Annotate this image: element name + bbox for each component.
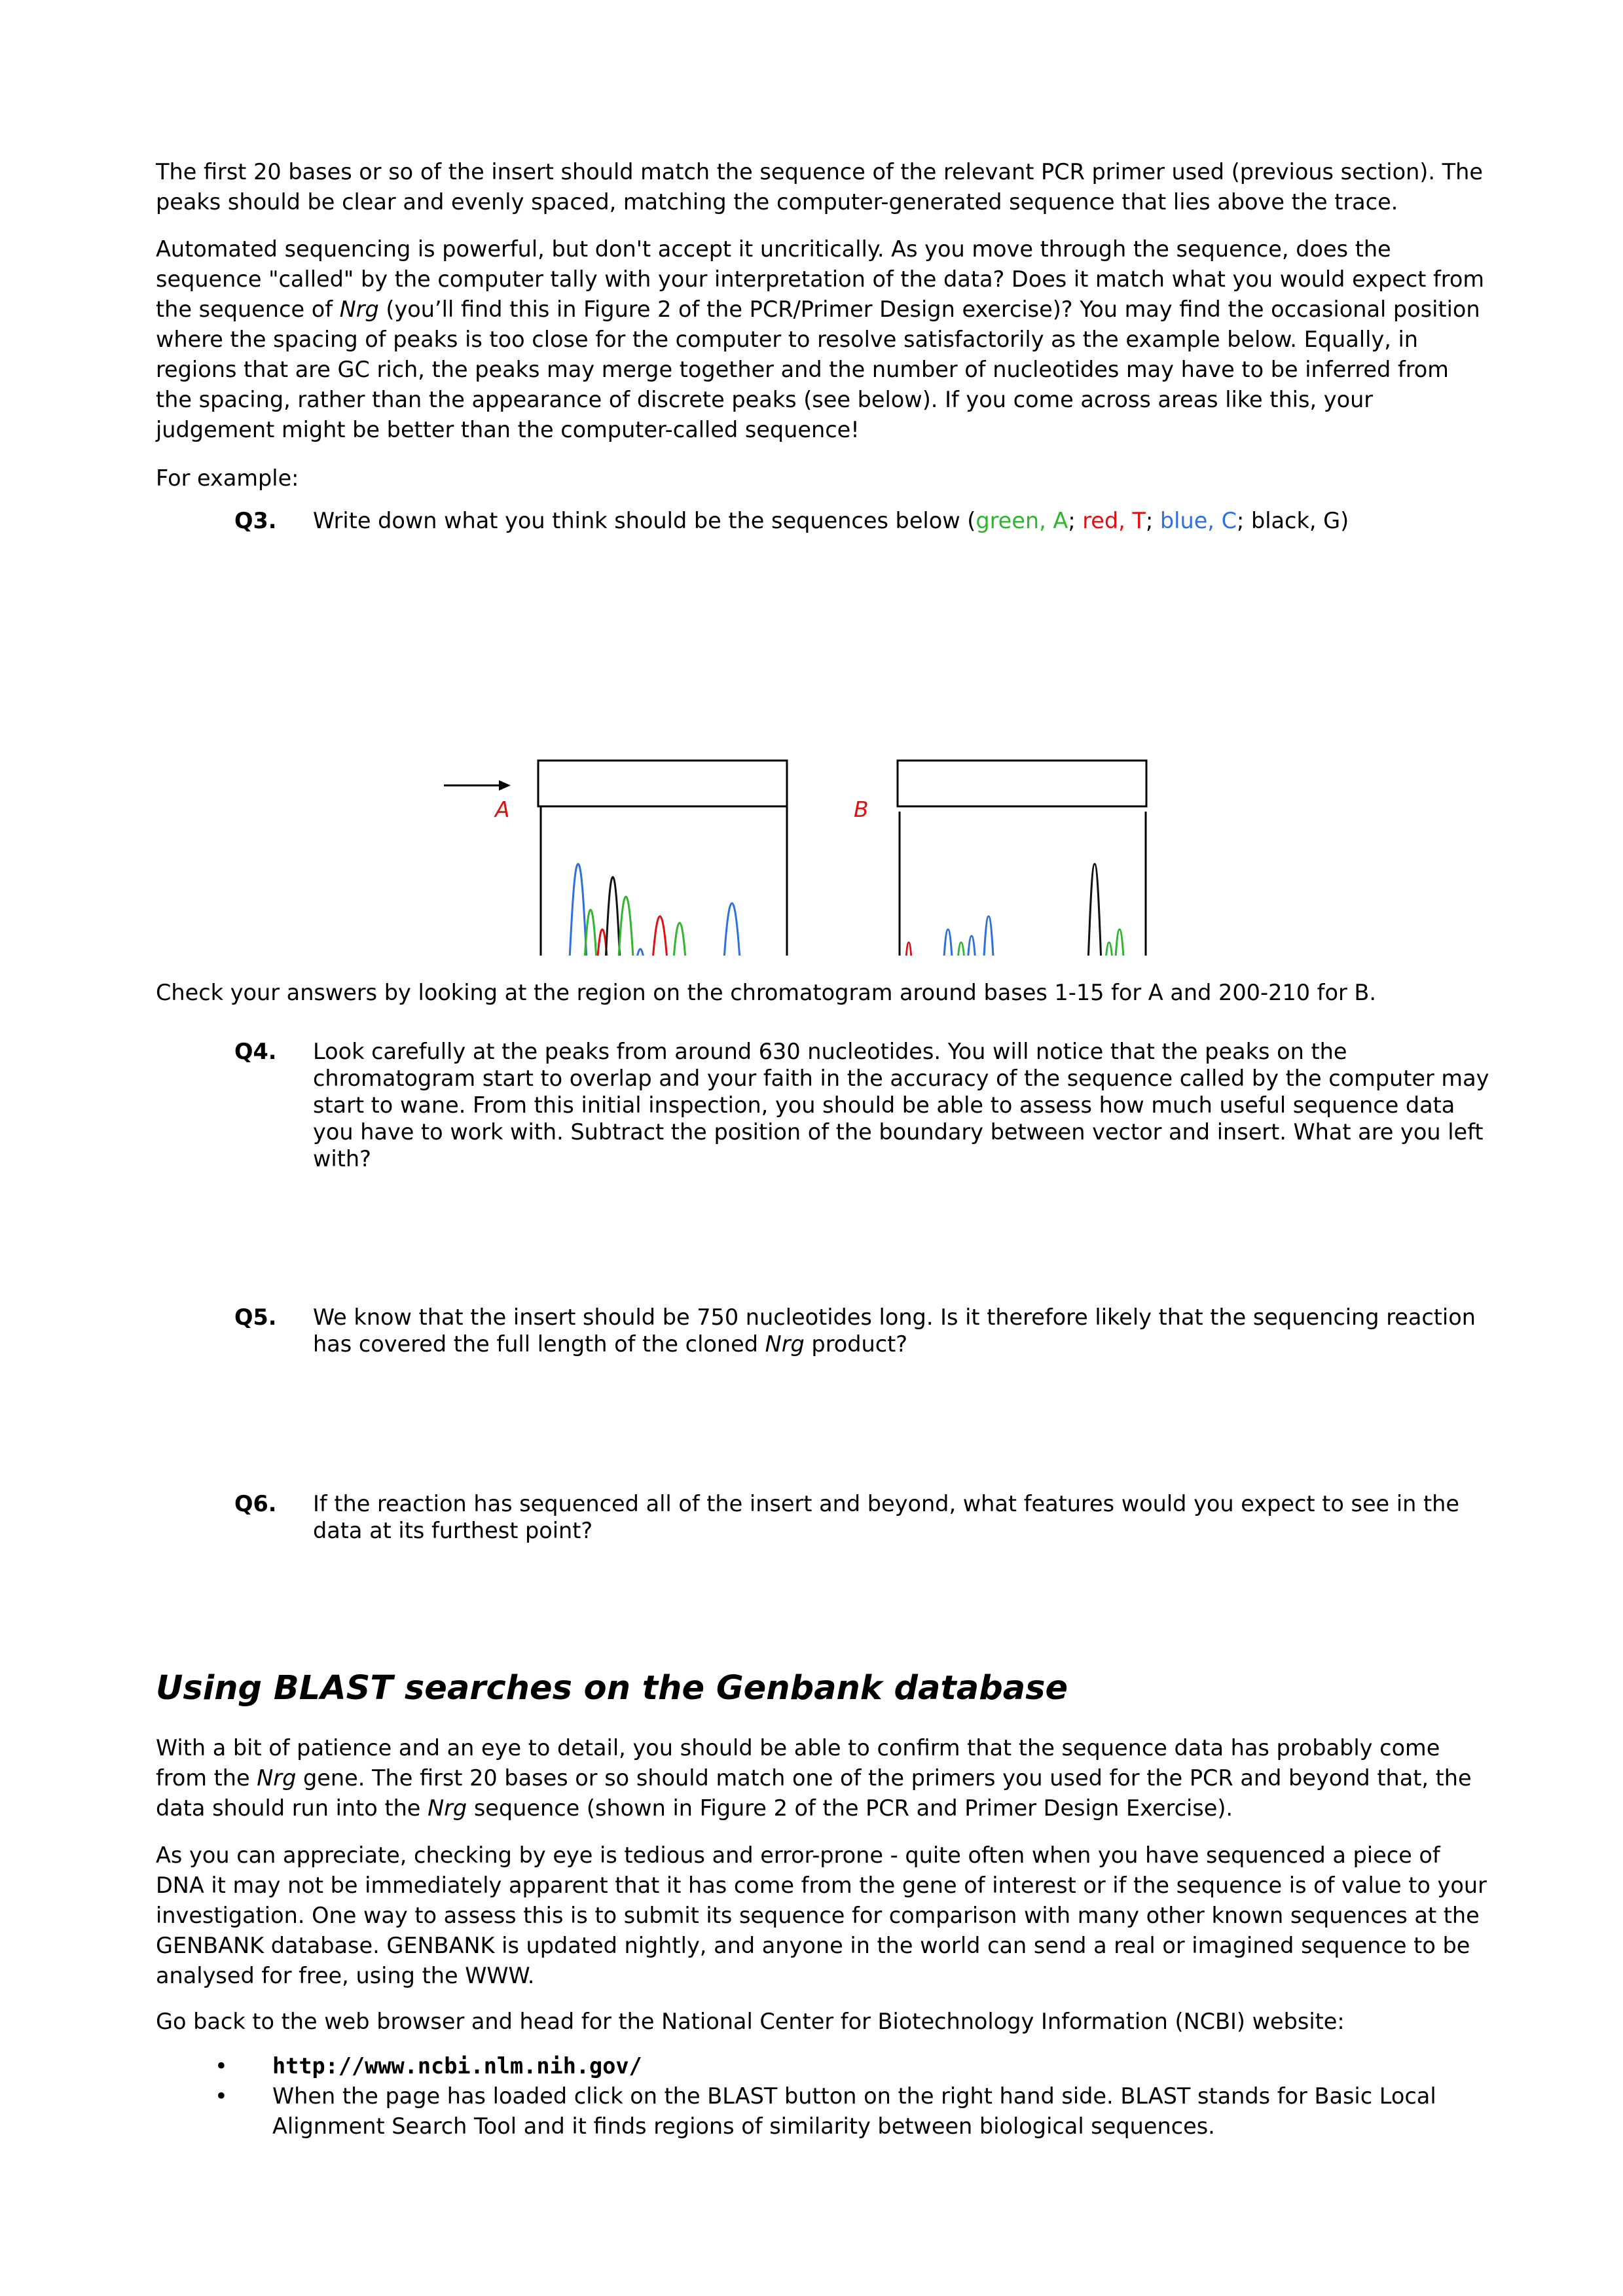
bullet-icon: • [215,2083,228,2109]
trace-b-peak [1114,928,1125,956]
question-text: Write down what you think should be the … [313,508,1349,533]
trace-a-peak [636,948,644,956]
panel-b [896,759,1148,956]
question-number: Q3. [234,508,277,533]
trace-frame-a [539,805,788,956]
answer-box-b [896,759,1148,808]
blast-paragraph-3: Go back to the web browser and head for … [156,2009,1345,2034]
chromatogram-figure: A B [444,759,1148,956]
intro-paragraph-2: Automated sequencing is powerful, but do… [156,236,1484,442]
panel-b-label: B [854,797,869,822]
trace-b-peak [943,928,953,956]
list-item: • When the page has loaded click on the B… [156,2081,1491,2142]
question-number: Q5. [234,1304,277,1330]
trace-a-peak [583,908,598,956]
trace-b-peak [983,915,994,956]
trace-b-frame [898,812,1147,956]
blast-paragraph-2: As you can appreciate, checking by eye i… [156,1842,1487,1988]
trace-a-peak [617,895,634,956]
trace-a-peak [723,902,741,956]
legend-g: black, G [1250,508,1341,533]
bullet-list: • http://www.ncbi.nlm.nih.gov/ • When the … [156,2051,1491,2142]
legend-a: green, A [976,508,1068,533]
arrow-icon [444,780,511,791]
list-item: • http://www.ncbi.nlm.nih.gov/ [156,2051,1491,2081]
ncbi-link[interactable]: http://www.ncbi.nlm.nih.gov/ [272,2053,642,2079]
bullet-icon: • [215,2053,228,2079]
trace-b [898,812,1147,956]
trace-a-peak [568,863,588,956]
trace-b-peak [957,941,965,956]
question-text: Look carefully at the peaks from around … [313,1039,1489,1172]
trace-b-peak [905,941,913,956]
intro-paragraph-1: The first 20 bases or so of the insert s… [156,159,1483,215]
blast-paragraph-1: With a bit of patience and an eye to det… [156,1735,1472,1821]
legend-c: blue, C [1159,508,1237,533]
panel-a [537,759,788,956]
trace-b-peak [1087,863,1103,956]
question-number: Q4. [234,1039,277,1064]
trace-a-peak [652,915,668,956]
question-text: We know that the insert should be 750 nu… [313,1304,1476,1357]
trace-a [539,812,788,956]
section-heading: Using BLAST searches on the Genbank data… [156,1669,1068,1708]
question-number: Q6. [234,1491,277,1516]
trace-b-peak [1105,941,1113,956]
legend-t: red, T [1082,508,1146,533]
check-answers-paragraph: Check your answers by looking at the reg… [156,980,1377,1005]
trace-b-peak [967,935,976,956]
trace-a-peak [596,928,608,956]
trace-a-peak [604,876,621,956]
panel-a-label: A [494,797,510,822]
question-text: If the reaction has sequenced all of the… [313,1491,1459,1543]
intro-paragraph-3: For example: [156,465,299,491]
answer-box-a [537,759,788,808]
trace-a-peak [672,922,687,956]
